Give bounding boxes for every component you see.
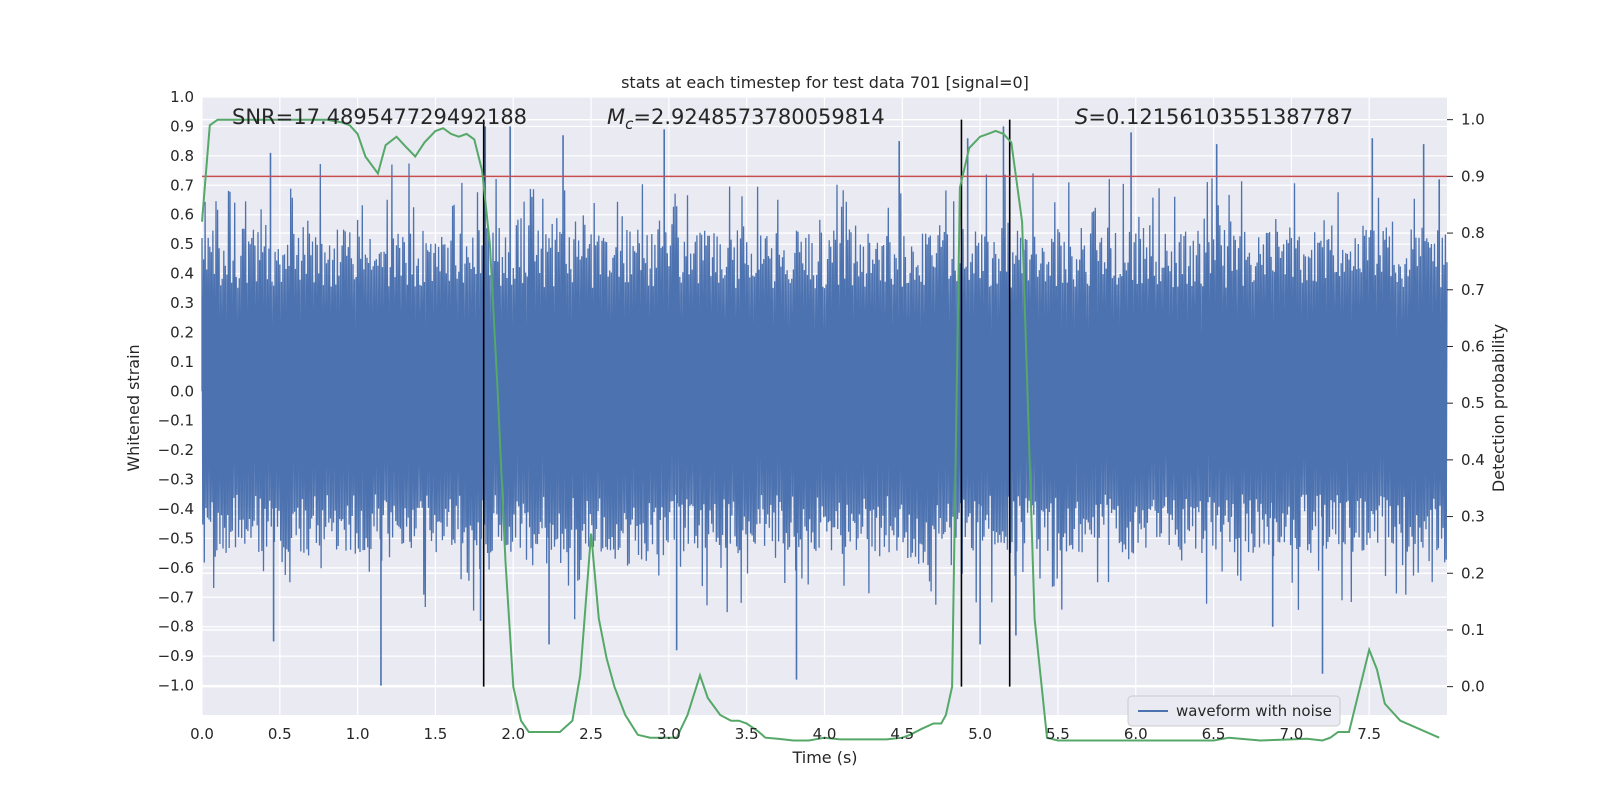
y-tick-label: 1.0 — [170, 88, 194, 106]
x-tick-label: 5.5 — [1046, 725, 1070, 743]
x-tick-label: 7.5 — [1357, 725, 1381, 743]
x-tick-label: 0.0 — [190, 725, 214, 743]
x-tick-label: 5.0 — [968, 725, 992, 743]
y-tick-label: 0.1 — [170, 353, 194, 371]
legend-label: waveform with noise — [1176, 702, 1332, 720]
y-tick-label: −0.6 — [158, 559, 194, 577]
y2-tick-label: 0.9 — [1461, 167, 1485, 185]
y-tick-label: 0.3 — [170, 294, 194, 312]
snr-annotation: SNR=17.489547729492188 — [232, 105, 527, 129]
y2-tick-label: 0.8 — [1461, 224, 1485, 242]
chirp-mass-subscript: c — [625, 115, 634, 133]
x-tick-label: 4.5 — [890, 725, 914, 743]
y-axis-ticks: 1.0 0.9 0.8 0.7 0.6 0.5 0.4 0.3 0.2 0.1 0.0 −0.1 −0.… — [158, 88, 194, 695]
x-tick-label: 6.5 — [1202, 725, 1226, 743]
x-axis-ticks: 0.0 0.5 1.0 1.5 2.0 2.5 3.0 3.5 4.0 4.5 5.0 5.5 6.0 6… — [190, 725, 1381, 743]
y2-axis-ticks: 1.0 0.9 0.8 0.7 0.6 0.5 0.4 0.3 0.2 0.1 0.0 — [1447, 111, 1485, 696]
y-tick-label: 0.9 — [170, 117, 194, 135]
legend-box — [1127, 695, 1341, 727]
x-tick-label: 3.0 — [657, 725, 681, 743]
x-tick-label: 2.0 — [501, 725, 525, 743]
y-tick-label: 0.6 — [170, 206, 194, 224]
y-tick-label: −0.7 — [158, 588, 194, 606]
y-tick-label: −0.9 — [158, 647, 194, 665]
waveform-series — [201, 126, 1448, 686]
x-axis-label: Time (s) — [791, 748, 857, 767]
y2-tick-label: 0.3 — [1461, 508, 1485, 526]
waveform-line — [201, 163, 1448, 620]
x-tick-label: 4.0 — [813, 725, 837, 743]
y2-tick-label: 0.6 — [1461, 337, 1485, 355]
x-tick-label: 0.5 — [268, 725, 292, 743]
y2-tick-label: 0.0 — [1461, 678, 1485, 696]
probability-series — [201, 118, 1440, 742]
y2-tick-label: 0.7 — [1461, 281, 1485, 299]
y-tick-label: −1.0 — [158, 677, 194, 695]
s-symbol: S — [1075, 105, 1088, 129]
y2-tick-label: 0.2 — [1461, 564, 1485, 582]
chart-title: stats at each timestep for test data 701… — [621, 73, 1029, 92]
chirp-mass-symbol: M — [607, 105, 625, 129]
y2-tick-label: 0.1 — [1461, 621, 1485, 639]
x-tick-label: 7.0 — [1279, 725, 1303, 743]
x-tick-label: 6.0 — [1124, 725, 1148, 743]
y-axis-label: Whitened strain — [124, 344, 143, 471]
x-tick-label: 1.0 — [346, 725, 370, 743]
y-tick-label: −0.4 — [158, 500, 194, 518]
y-tick-label: 0.7 — [170, 176, 194, 194]
x-tick-label: 3.5 — [735, 725, 759, 743]
event-markers — [482, 119, 1011, 687]
y-tick-label: −0.8 — [158, 618, 194, 636]
y-tick-label: 0.2 — [170, 323, 194, 341]
y2-tick-label: 0.5 — [1461, 394, 1485, 412]
chirp-mass-value: =2.9248573780059814 — [633, 105, 884, 129]
y-tick-label: −0.1 — [158, 412, 194, 430]
y2-axis-label: Detection probability — [1489, 324, 1508, 492]
y-tick-label: −0.3 — [158, 471, 194, 489]
chirp-mass-annotation: Mc=2.9248573780059814 — [607, 105, 885, 133]
y-tick-label: 0.0 — [170, 382, 194, 400]
x-tick-label: 1.5 — [424, 725, 448, 743]
y-tick-label: 0.5 — [170, 235, 194, 253]
y2-tick-label: 1.0 — [1461, 111, 1485, 129]
y-tick-label: 0.8 — [170, 147, 194, 165]
legend: waveform with noise — [1127, 695, 1341, 727]
probability-line — [201, 118, 1440, 742]
s-annotation: S=0.12156103551387787 — [1075, 105, 1353, 129]
y-tick-label: −0.2 — [158, 441, 194, 459]
y2-tick-label: 0.4 — [1461, 451, 1485, 469]
x-tick-label: 2.5 — [579, 725, 603, 743]
y-tick-label: −0.5 — [158, 529, 194, 547]
y-tick-label: 0.4 — [170, 265, 194, 283]
s-value: =0.12156103551387787 — [1088, 105, 1353, 129]
